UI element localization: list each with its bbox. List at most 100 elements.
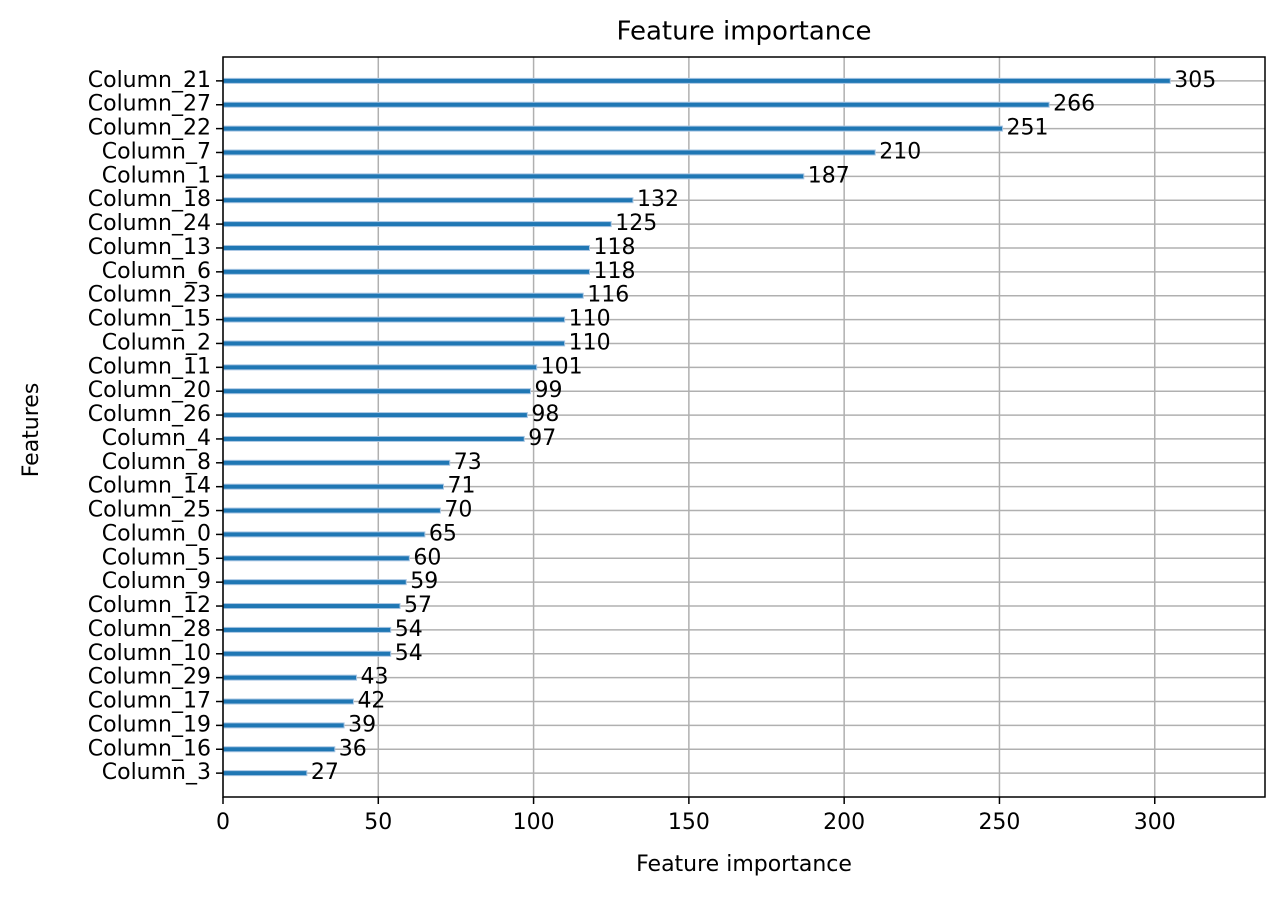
y-tick-label: Column_8	[102, 450, 211, 475]
value-label: 54	[395, 617, 423, 642]
y-tick-label: Column_0	[102, 521, 211, 546]
y-tick-label: Column_9	[102, 569, 211, 594]
x-tick-label: 150	[668, 810, 710, 835]
bar	[222, 101, 1050, 108]
x-tick-label: 250	[978, 810, 1020, 835]
bar	[222, 221, 612, 228]
bar	[222, 435, 525, 442]
y-tick-label: Column_18	[88, 187, 211, 212]
y-tick-label: Column_3	[102, 760, 211, 785]
bar	[222, 698, 354, 705]
value-label: 57	[404, 593, 432, 618]
y-tick-label: Column_12	[88, 593, 211, 618]
value-label: 125	[615, 211, 657, 236]
y-tick-label: Column_24	[88, 211, 211, 236]
value-label: 116	[587, 283, 629, 308]
bar	[222, 626, 392, 633]
value-label: 65	[429, 521, 457, 546]
bar	[222, 746, 336, 753]
bar	[222, 674, 358, 681]
bar	[222, 603, 401, 610]
y-tick-label: Column_25	[88, 498, 211, 523]
bar	[222, 244, 590, 251]
value-label: 27	[311, 760, 339, 785]
x-tick-label: 100	[513, 810, 555, 835]
value-label: 73	[454, 450, 482, 475]
y-tick-label: Column_16	[88, 736, 211, 761]
y-tick-label: Column_11	[88, 354, 211, 379]
value-label: 60	[413, 545, 441, 570]
x-axis-label: Feature importance	[636, 852, 852, 877]
value-label: 98	[531, 402, 559, 427]
bar	[222, 770, 308, 777]
bar	[222, 316, 566, 323]
y-tick-label: Column_15	[88, 307, 211, 332]
x-tick-label: 200	[823, 810, 865, 835]
value-label: 42	[357, 689, 385, 714]
y-tick-label: Column_13	[88, 235, 211, 260]
bar	[222, 149, 876, 156]
y-axis-label: Features	[19, 383, 44, 478]
bar	[222, 77, 1171, 84]
bar	[222, 722, 345, 729]
value-label: 118	[593, 235, 635, 260]
value-label: 71	[448, 474, 476, 499]
value-label: 59	[410, 569, 438, 594]
bar	[222, 531, 426, 538]
value-label: 110	[569, 330, 611, 355]
value-label: 101	[541, 354, 583, 379]
bar	[222, 507, 441, 514]
y-tick-label: Column_10	[88, 641, 211, 666]
bar	[222, 483, 445, 490]
value-label: 118	[593, 259, 635, 284]
value-label: 251	[1007, 116, 1049, 141]
y-tick-label: Column_26	[88, 402, 211, 427]
y-tick-label: Column_27	[88, 92, 211, 117]
y-tick-label: Column_20	[88, 378, 211, 403]
value-label: 132	[637, 187, 679, 212]
bar	[222, 268, 590, 275]
y-tick-label: Column_4	[102, 426, 211, 451]
y-tick-label: Column_19	[88, 712, 211, 737]
y-tick-label: Column_29	[88, 665, 211, 690]
value-label: 305	[1174, 68, 1216, 93]
bar	[222, 340, 566, 347]
bar	[222, 650, 392, 657]
value-label: 187	[808, 163, 850, 188]
bar	[222, 364, 538, 371]
y-tick-label: Column_7	[102, 139, 211, 164]
bar	[222, 292, 584, 299]
y-tick-label: Column_22	[88, 116, 211, 141]
y-tick-label: Column_2	[102, 330, 211, 355]
x-tick-label: 0	[216, 810, 230, 835]
y-tick-label: Column_6	[102, 259, 211, 284]
bar	[222, 388, 531, 395]
x-tick-label: 50	[364, 810, 392, 835]
bar	[222, 412, 528, 419]
value-label: 110	[569, 307, 611, 332]
bar	[222, 173, 805, 180]
value-label: 99	[534, 378, 562, 403]
y-tick-label: Column_1	[102, 163, 211, 188]
value-label: 36	[339, 736, 367, 761]
bar	[222, 197, 634, 204]
chart-title: Feature importance	[616, 17, 871, 47]
value-label: 70	[444, 498, 472, 523]
y-tick-label: Column_5	[102, 545, 211, 570]
y-tick-label: Column_17	[88, 689, 211, 714]
value-label: 266	[1053, 92, 1095, 117]
bar	[222, 555, 410, 562]
value-label: 54	[395, 641, 423, 666]
bar	[222, 459, 451, 466]
y-tick-label: Column_14	[88, 474, 211, 499]
plot-frame	[222, 56, 1266, 798]
y-tick-label: Column_28	[88, 617, 211, 642]
x-tick-label: 300	[1134, 810, 1176, 835]
value-label: 97	[528, 426, 556, 451]
value-label: 39	[348, 712, 376, 737]
y-tick-label: Column_23	[88, 283, 211, 308]
bar	[222, 125, 1004, 132]
y-tick-label: Column_21	[88, 68, 211, 93]
value-label: 210	[879, 139, 921, 164]
